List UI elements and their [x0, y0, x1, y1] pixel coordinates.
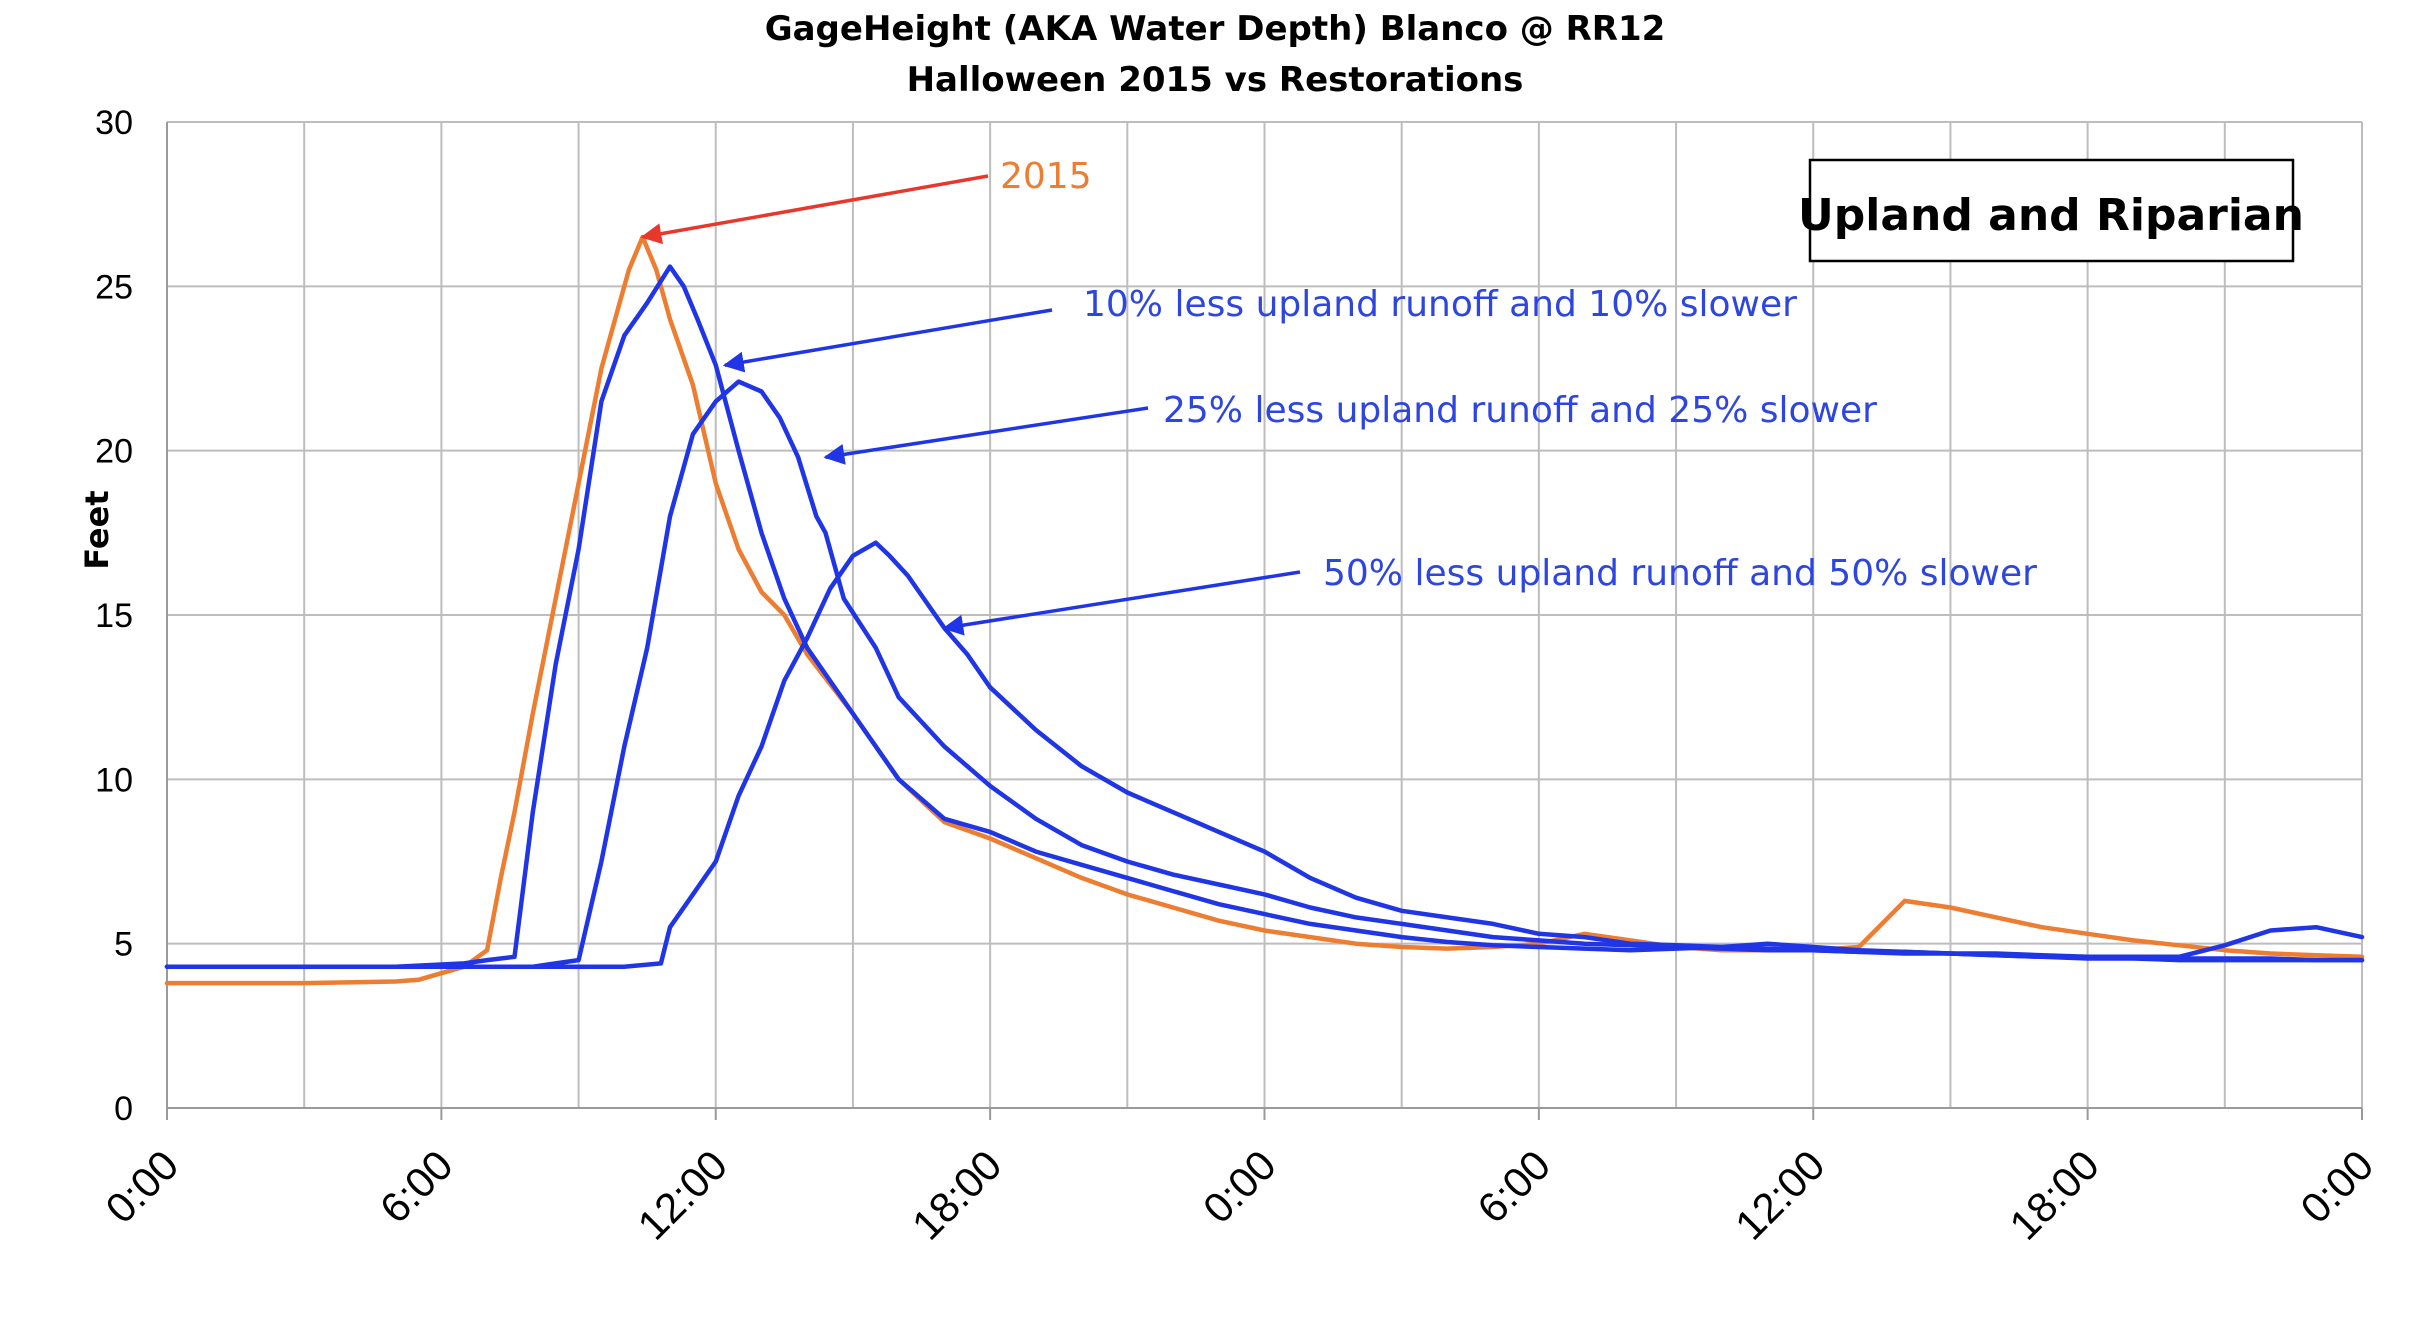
grid	[166, 121, 2363, 1109]
annotation-arrow	[942, 570, 1301, 636]
annotation-label: 50% less upland runoff and 50% slower	[1323, 553, 2037, 594]
y-tick-label: 25	[95, 268, 133, 306]
series-layer	[164, 234, 2365, 986]
chart-subtitle: Halloween 2015 vs Restorations	[907, 60, 1524, 100]
y-tick-label: 5	[114, 926, 133, 964]
annotation-arrow	[823, 406, 1149, 465]
series-line-3	[164, 540, 2365, 969]
y-axis-label: Feet	[78, 490, 116, 569]
chart-title: GageHeight (AKA Water Depth) Blanco @ RR…	[765, 9, 1666, 49]
annotation-label: 25% less upland runoff and 25% slower	[1163, 390, 1877, 431]
annotation-arrow	[722, 308, 1053, 373]
annotation-label: 10% less upland runoff and 10% slower	[1083, 284, 1797, 325]
box-label-frame	[1808, 158, 2295, 263]
annotation-label: 2015	[1000, 156, 1092, 197]
y-tick-label: 20	[95, 433, 133, 471]
series-line-0	[164, 234, 2365, 986]
annotations: 2015 10% less upland runoff and 10% slowe…	[640, 156, 2037, 636]
y-tick-label: 15	[95, 597, 133, 635]
box-label: Upland and Riparian	[1798, 190, 2304, 241]
annotation-arrow	[640, 174, 989, 245]
y-tick-label: 10	[95, 761, 133, 799]
y-tick-label: 0	[114, 1090, 133, 1128]
y-tick-label: 30	[95, 104, 133, 142]
